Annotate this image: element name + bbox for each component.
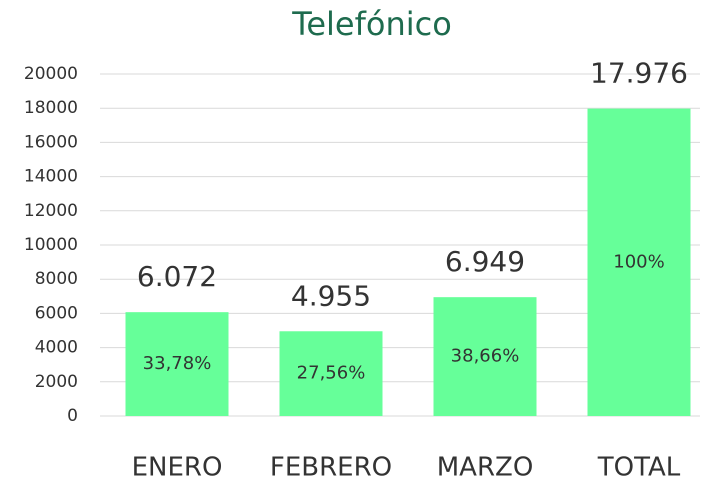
share-label: 33,78% bbox=[143, 353, 212, 374]
y-tick-label: 2000 bbox=[35, 372, 78, 392]
bar bbox=[587, 108, 691, 416]
y-tick-label: 4000 bbox=[35, 338, 78, 358]
share-label: 38,66% bbox=[451, 346, 520, 367]
bar bbox=[125, 312, 229, 416]
y-tick-label: 10000 bbox=[24, 235, 78, 255]
y-tick-label: 0 bbox=[67, 406, 78, 426]
x-tick-label: MARZO bbox=[437, 453, 534, 481]
chart-title: Telefónico bbox=[291, 5, 452, 43]
x-tick-label: TOTAL bbox=[597, 453, 681, 481]
y-tick-label: 16000 bbox=[24, 132, 78, 152]
share-label: 100% bbox=[613, 251, 664, 272]
y-tick-label: 12000 bbox=[24, 201, 78, 221]
x-tick-label: ENERO bbox=[132, 453, 223, 481]
y-tick-label: 8000 bbox=[35, 269, 78, 289]
y-tick-label: 20000 bbox=[24, 64, 78, 84]
x-tick-label: FEBRERO bbox=[270, 453, 392, 481]
value-label: 4.955 bbox=[291, 279, 371, 312]
y-tick-label: 18000 bbox=[24, 98, 78, 118]
value-label: 6.949 bbox=[445, 245, 525, 278]
y-tick-label: 14000 bbox=[24, 167, 78, 187]
share-label: 27,56% bbox=[297, 363, 366, 384]
bar bbox=[279, 331, 383, 416]
value-label: 17.976 bbox=[590, 57, 688, 90]
value-label: 6.072 bbox=[137, 260, 217, 293]
y-tick-label: 6000 bbox=[35, 303, 78, 323]
bar bbox=[433, 297, 537, 416]
